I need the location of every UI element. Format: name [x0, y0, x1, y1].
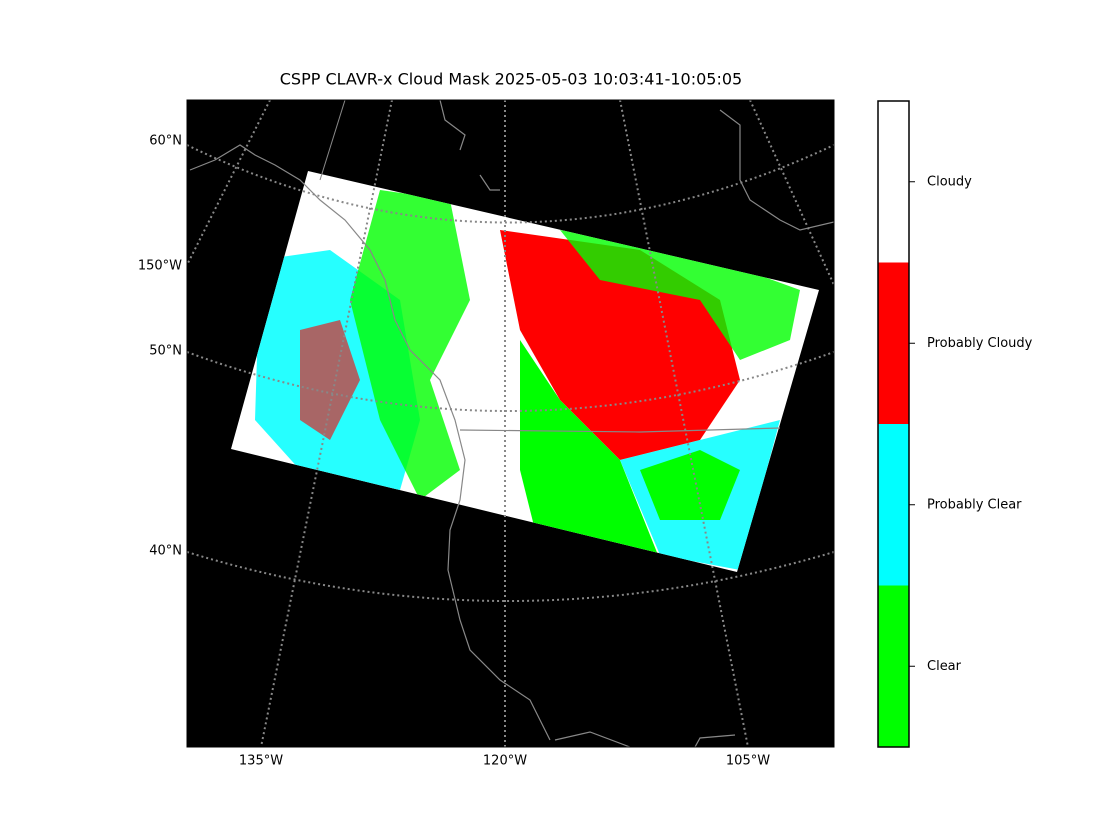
lat-label: 40°N	[149, 544, 182, 559]
lon-label: 135°W	[239, 754, 283, 769]
lat-label: 50°N	[149, 344, 182, 359]
colorbar-label: Probably Clear	[927, 497, 1022, 512]
lat-label: 150°W	[138, 259, 182, 274]
colorbar-label: Probably Cloudy	[927, 336, 1033, 351]
colorbar-label: Clear	[927, 659, 962, 674]
border	[439, 100, 834, 747]
colorbar-segment	[878, 424, 909, 586]
coastline	[189, 144, 551, 741]
cloud-mask	[255, 190, 800, 570]
title: CSPP CLAVR-x Cloud Mask 2025-05-03 10:03…	[280, 70, 742, 89]
region	[520, 340, 660, 560]
colorbar-frame	[877, 100, 910, 748]
border	[319, 100, 346, 181]
map-frame	[186, 99, 835, 748]
region	[640, 450, 740, 520]
lon-label: 105°W	[726, 754, 770, 769]
colorbar-segment	[878, 585, 909, 747]
colorbar-segment	[878, 262, 909, 424]
colorbar-label: Cloudy	[927, 174, 972, 189]
map	[187, 100, 834, 747]
lon-label: 120°W	[483, 754, 527, 769]
graticule	[749, 100, 834, 286]
graticule	[260, 100, 393, 747]
graticule	[187, 100, 271, 266]
lat-label: 60°N	[149, 134, 182, 149]
region	[560, 230, 800, 360]
colorbar-segment	[878, 101, 909, 263]
region	[300, 320, 360, 440]
graticule	[187, 551, 834, 602]
region	[350, 190, 470, 500]
